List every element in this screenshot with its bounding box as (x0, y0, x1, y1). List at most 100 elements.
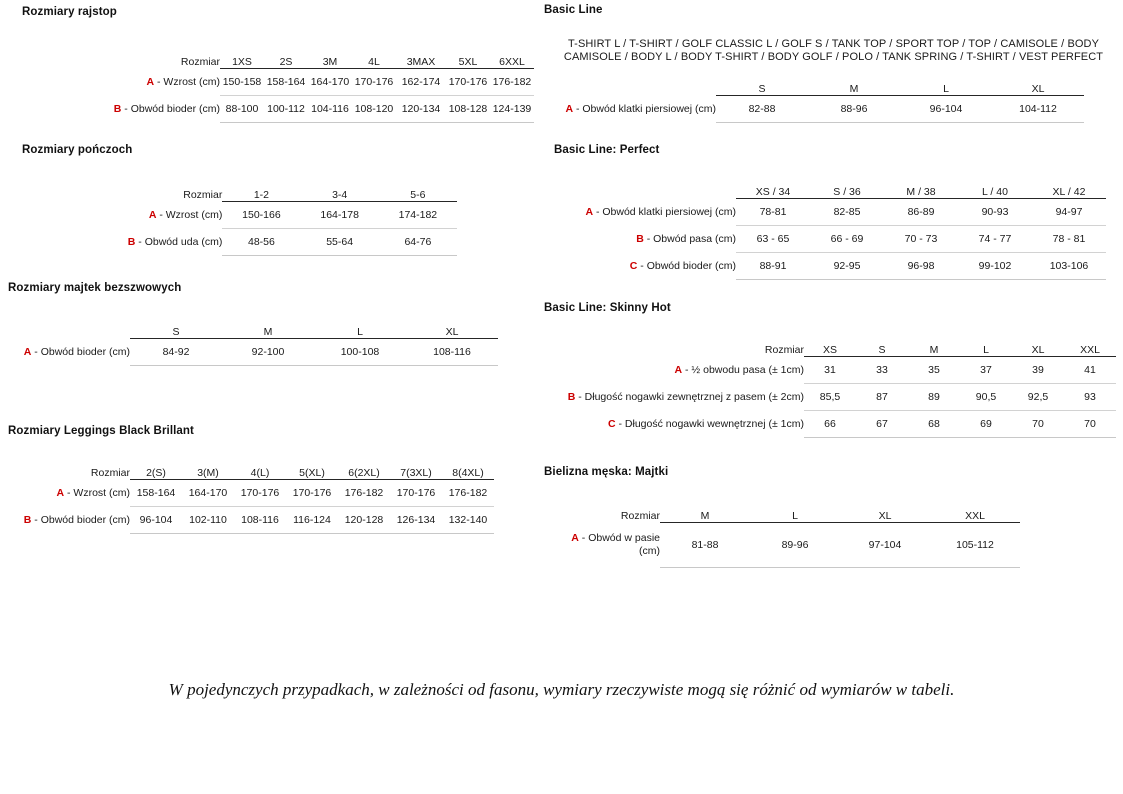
row-label: A - ½ obwodu pasa (± 1cm) (544, 357, 805, 384)
table-cell: 96-104 (900, 95, 992, 123)
column-header: XS (804, 344, 856, 357)
table-block-rajstopy: Rozmiary rajstop Rozmiar 1XS 2S 3M 4L 3M… (0, 0, 540, 123)
table-row: B - Obwód bioder (cm) 88-100 100-112 104… (92, 95, 534, 123)
row-marker: B (23, 513, 32, 526)
column-header: S (130, 326, 222, 339)
column-header: M (222, 326, 314, 339)
size-header-label (544, 83, 716, 96)
row-label-text: - Wzrost (cm) (67, 486, 130, 499)
table-cell: 150-166 (222, 201, 301, 229)
row-marker: A (56, 486, 65, 499)
table-header-row: Rozmiar 1XS 2S 3M 4L 3MAX 5XL 6XXL (92, 56, 534, 69)
row-marker: B (636, 232, 644, 245)
row-label: C - Obwód bioder (cm) (554, 253, 736, 280)
size-header-label: Rozmiar (183, 189, 223, 202)
row-label-text: - Obwód pasa (cm) (646, 232, 736, 245)
table-row: B - Obwód pasa (cm) 63 - 65 66 - 69 70 -… (554, 225, 1106, 253)
table-row: A - Obwód klatki piersiowej (cm) 82-88 8… (544, 95, 1084, 123)
table-cell: 103-106 (1032, 252, 1106, 280)
table-cell: 48-56 (222, 228, 301, 256)
table-cell: 158-164 (264, 68, 308, 96)
row-label: B - Obwód uda (cm) (104, 229, 223, 256)
table-cell: 84-92 (130, 338, 222, 366)
table-block-skinny-hot: Basic Line: Skinny Hot Rozmiar XS S M L … (540, 280, 1123, 438)
table-cell: 87 (856, 383, 908, 411)
table-cell: 31 (804, 356, 856, 384)
table-cell: 81-88 (660, 522, 750, 568)
table-cell: 88-100 (220, 95, 264, 123)
right-column: Basic Line T-SHIRT L / T-SHIRT / GOLF CL… (540, 0, 1123, 568)
table-cell: 104-116 (308, 95, 352, 123)
product-list-line: CAMISOLE / BODY L / BODY T-SHIRT / BODY … (563, 50, 1104, 63)
table-row: A - Wzrost (cm) 158-164 164-170 170-176 … (16, 479, 494, 507)
table-cell: 108-120 (352, 95, 396, 123)
row-label-text: - Obwód bioder (cm) (124, 102, 220, 115)
size-table-basic-line-perfect: XS / 34 S / 36 M / 38 L / 40 XL / 42 A -… (554, 186, 1106, 280)
size-table-ponczochy: Rozmiar 1-2 3-4 5-6 A - Wzrost (cm) 150-… (104, 189, 457, 256)
table-cell: 66 (804, 410, 856, 438)
size-table-bielizna-meska: Rozmiar M L XL XXL A - Obwód w pasie (cm… (558, 510, 1020, 568)
table-title: Rozmiary pończoch (22, 144, 133, 156)
table-cell: 100-108 (314, 338, 406, 366)
table-cell: 67 (856, 410, 908, 438)
table-cell: 78 - 81 (1032, 225, 1106, 253)
row-marker: A (585, 205, 594, 218)
table-row: A - Obwód klatki piersiowej (cm) 78-81 8… (554, 198, 1106, 226)
table-block-ponczochy: Rozmiary pończoch Rozmiar 1-2 3-4 5-6 A … (0, 123, 540, 256)
column-header: L (750, 510, 840, 523)
row-label-text: - Obwód klatki piersiowej (cm) (595, 205, 736, 218)
row-label-text: - Wzrost (cm) (157, 75, 220, 88)
table-cell: 92-100 (222, 338, 314, 366)
table-cell: 92-95 (810, 252, 884, 280)
table-row: B - Obwód bioder (cm) 96-104 102-110 108… (16, 506, 494, 534)
column-header: XS / 34 (736, 186, 810, 199)
column-header: L (314, 326, 406, 339)
column-header: 4(L) (234, 467, 286, 480)
size-header-label: Rozmiar (180, 56, 220, 69)
size-table-rajstopy: Rozmiar 1XS 2S 3M 4L 3MAX 5XL 6XXL A - W… (92, 56, 534, 123)
column-header: 6(2XL) (338, 467, 390, 480)
column-header: 3MAX (396, 56, 446, 69)
table-cell: 170-176 (390, 479, 442, 507)
row-label-text: - Obwód bioder (cm) (34, 513, 130, 526)
table-title: Basic Line: Skinny Hot (544, 302, 671, 314)
column-header: L (960, 344, 1012, 357)
row-label-text: - Długość nogawki zewnętrznej z pasem (±… (578, 390, 804, 403)
product-list: T-SHIRT L / T-SHIRT / GOLF CLASSIC L / G… (544, 38, 1123, 63)
column-header: 3M (308, 56, 352, 69)
table-header-row: Rozmiar XS S M L XL XXL (544, 344, 1116, 357)
column-header: S (716, 83, 808, 96)
table-cell: 35 (908, 356, 960, 384)
row-label-text: - Obwód bioder (cm) (34, 345, 130, 358)
table-cell: 164-170 (182, 479, 234, 507)
table-cell: 104-112 (992, 95, 1084, 123)
row-label: B - Obwód pasa (cm) (554, 226, 736, 253)
column-header: M (908, 344, 960, 357)
table-block-majtki-bezszwowe: Rozmiary majtek bezszwowych S M L XL (0, 256, 540, 366)
table-cell: 164-178 (300, 201, 379, 229)
table-cell: 96-104 (130, 506, 182, 534)
row-label-text: - Obwód bioder (cm) (640, 259, 736, 272)
table-cell: 105-112 (930, 522, 1020, 568)
row-label-text: - Obwód klatki piersiowej (cm) (575, 102, 716, 115)
column-header: M (808, 83, 900, 96)
size-header-label (554, 186, 736, 199)
table-cell: 100-112 (264, 95, 308, 123)
table-row: A - Wzrost (cm) 150-166 164-178 174-182 (104, 201, 457, 229)
table-cell: 68 (908, 410, 960, 438)
table-cell: 66 - 69 (810, 225, 884, 253)
table-cell: 85,5 (804, 383, 856, 411)
table-cell: 170-176 (234, 479, 286, 507)
table-cell: 90,5 (960, 383, 1012, 411)
row-marker: A (148, 208, 157, 221)
column-header: 4L (352, 56, 396, 69)
table-cell: 164-170 (308, 68, 352, 96)
table-cell: 174-182 (378, 201, 457, 229)
table-cell: 132-140 (442, 506, 494, 534)
table-cell: 64-76 (378, 228, 457, 256)
table-cell: 69 (960, 410, 1012, 438)
table-cell: 108-128 (446, 95, 490, 123)
column-header: M / 38 (884, 186, 958, 199)
size-header-label: Rozmiar (90, 467, 130, 480)
